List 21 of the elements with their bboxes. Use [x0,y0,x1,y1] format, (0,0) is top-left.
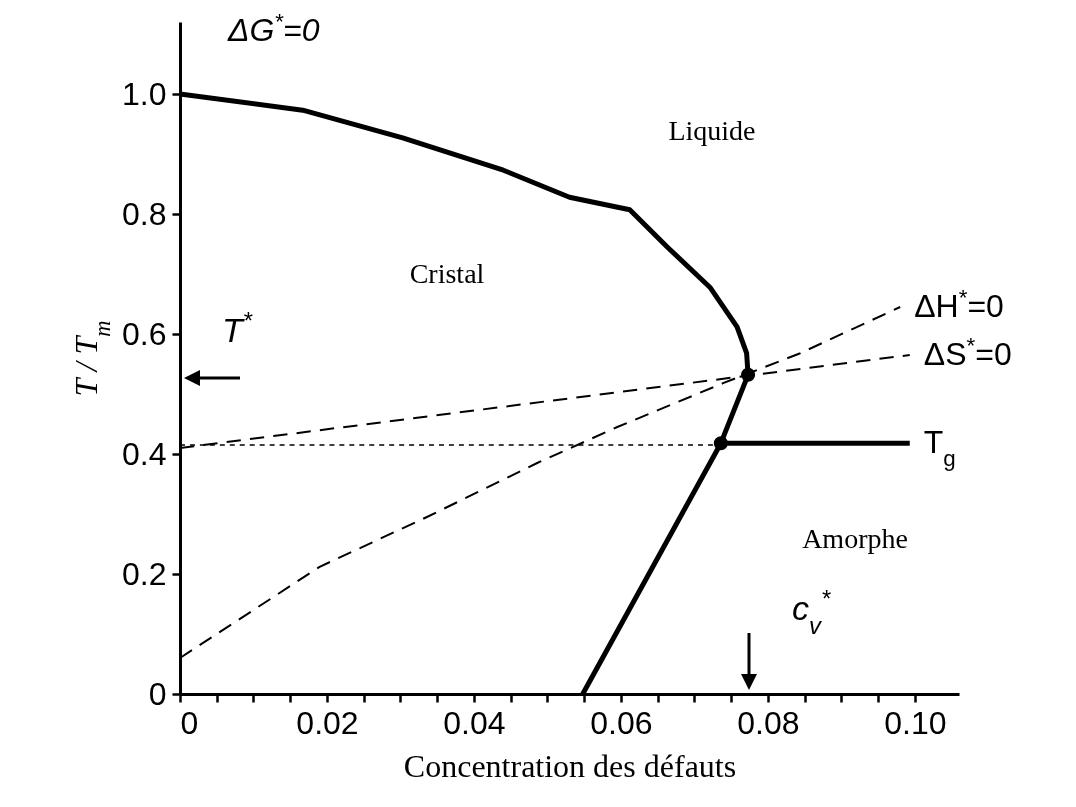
y-tick-label: 0 [148,675,167,712]
x-tick-label: 0 [180,704,199,741]
x-tick-label: 0.04 [443,704,506,741]
x-tick-label: 0.08 [737,704,800,741]
series-label: ΔS$^{*}$=0 [923,332,1012,372]
y-tick-label: 0.6 [122,315,167,352]
series-label: ΔG$^{*}$=0 [227,8,320,48]
x-tick-label: 0.06 [590,704,653,741]
annotation: Cristal [409,258,485,289]
y-tick-label: 1.0 [122,75,167,112]
annotation: Amorphe [802,523,908,554]
series-label: ΔH$^{*}$=0 [914,284,1004,324]
annotation: T$^{*}$ [222,306,253,349]
y-tick-label: 0.8 [122,195,167,232]
annotation: Liquide [668,115,756,146]
x-tick-label: 0.02 [296,704,359,741]
y-tick-label: 0.2 [122,555,167,592]
x-axis-title: Concentration des défauts [403,747,737,784]
x-tick-label: 0.10 [884,704,947,741]
series-label: T$_{g}$ [923,424,956,471]
y-tick-label: 0.4 [122,435,167,472]
